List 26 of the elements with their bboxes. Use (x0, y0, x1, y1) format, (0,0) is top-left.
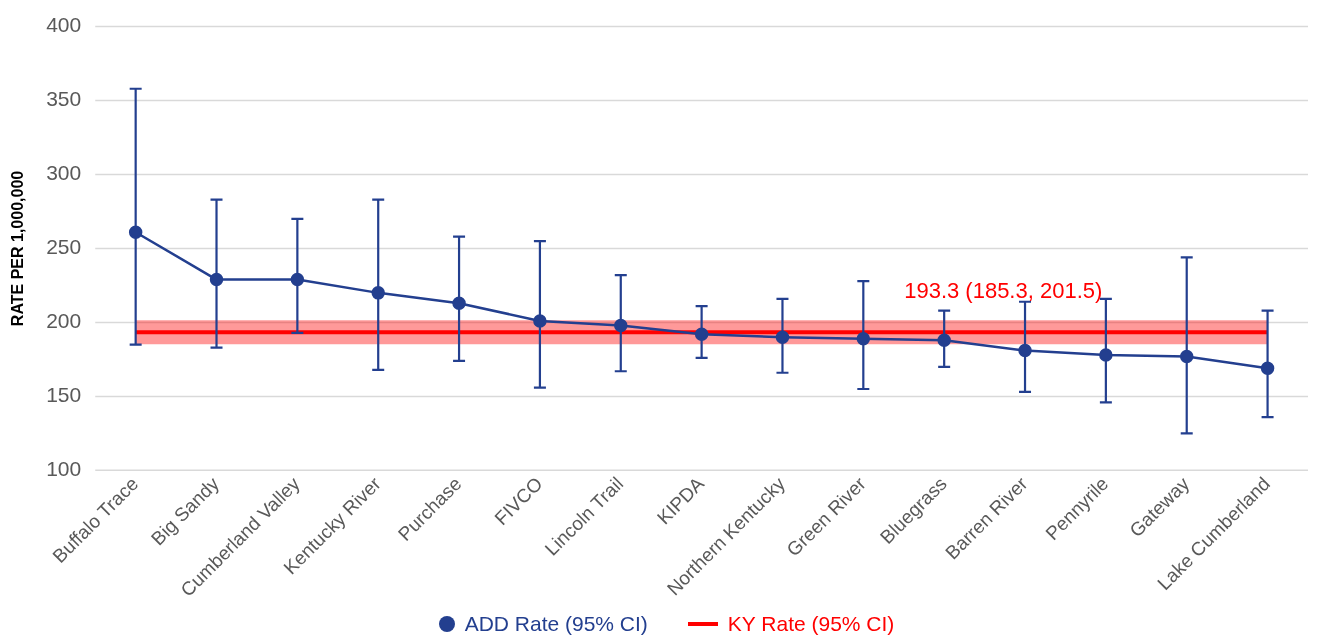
legend-label: KY Rate (95% CI) (727, 612, 895, 636)
point (614, 318, 628, 333)
point (775, 330, 790, 344)
point (856, 331, 871, 346)
point (1099, 348, 1113, 362)
point (209, 272, 224, 287)
point (1260, 361, 1275, 376)
y-tick-label: 150 (46, 383, 82, 407)
point (937, 333, 951, 347)
y-tick-label: 300 (46, 161, 82, 185)
y-tick-label: 400 (46, 13, 82, 37)
y-tick-label: 250 (46, 235, 82, 259)
y-axis-title: RATE PER 1,000,000 (9, 170, 27, 327)
point (290, 272, 305, 287)
point (128, 225, 143, 239)
y-tick-label: 200 (46, 309, 82, 333)
point (452, 296, 466, 310)
y-tick-label: 100 (46, 457, 82, 481)
point (1018, 343, 1032, 358)
point (694, 327, 709, 342)
y-tick-label: 350 (46, 87, 82, 111)
point (533, 314, 547, 328)
legend-label: ADD Rate (95% CI) (464, 612, 648, 636)
point (371, 286, 385, 300)
annotation: 193.3 (185.3, 201.5) (904, 278, 1103, 304)
point (1179, 349, 1194, 364)
